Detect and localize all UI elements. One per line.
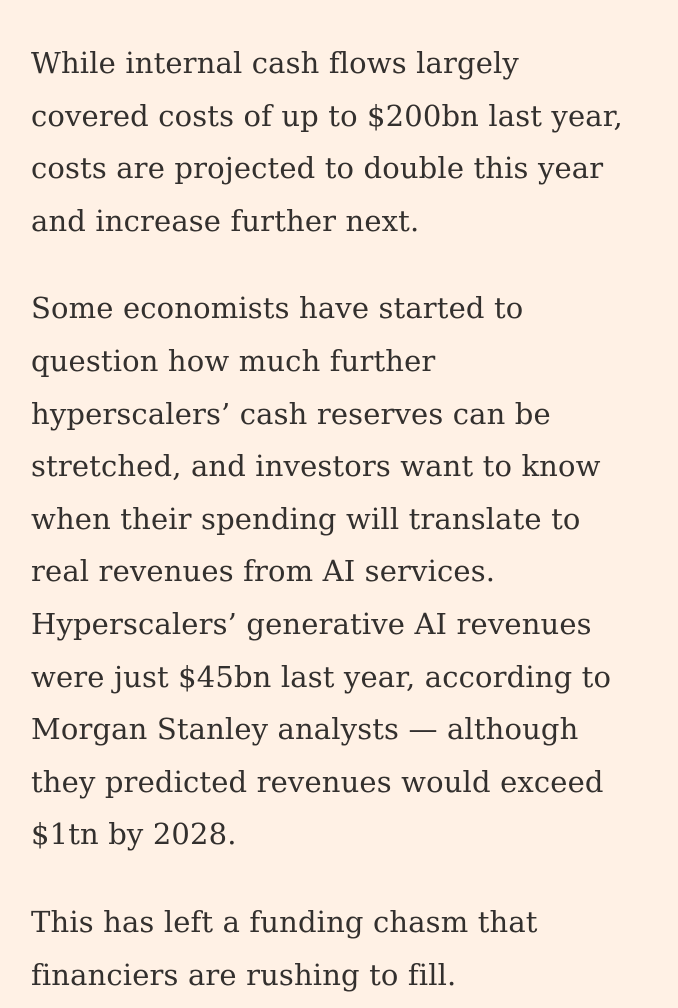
text-line: While internal cash flows largely <box>31 46 519 80</box>
text-line: real revenues from AI services. <box>31 554 496 589</box>
text-line: This has left a funding chasm that <box>31 904 538 939</box>
text-line: Hyperscalers’ generative AI revenues <box>31 606 592 641</box>
text-line: financiers are rushing to fill. <box>31 957 457 992</box>
text-line: they predicted revenues would exceed <box>31 764 604 799</box>
text-line: Morgan Stanley analysts — although <box>31 712 579 747</box>
text-line: $1tn by 2028. <box>31 817 237 852</box>
text-line: Some economists have started to <box>31 291 524 326</box>
text-line: when their spending will translate to <box>31 501 581 536</box>
text-line: and increase further next. <box>31 203 420 238</box>
paragraph-economists: Some economists have started to question… <box>31 282 678 861</box>
text-line: costs are projected to double this year <box>31 151 604 186</box>
text-line: covered costs of up to $200bn last year, <box>31 98 623 133</box>
text-line: hyperscalers’ cash reserves can be <box>31 396 551 431</box>
paragraph-cash-flows: While internal cash flows largely covere… <box>31 37 678 247</box>
text-line: stretched, and investors want to know <box>31 449 601 484</box>
text-line: question how much further <box>31 343 436 378</box>
paragraph-funding-chasm: This has left a funding chasm that finan… <box>31 896 678 1001</box>
text-line: were just $45bn last year, according to <box>31 659 612 694</box>
